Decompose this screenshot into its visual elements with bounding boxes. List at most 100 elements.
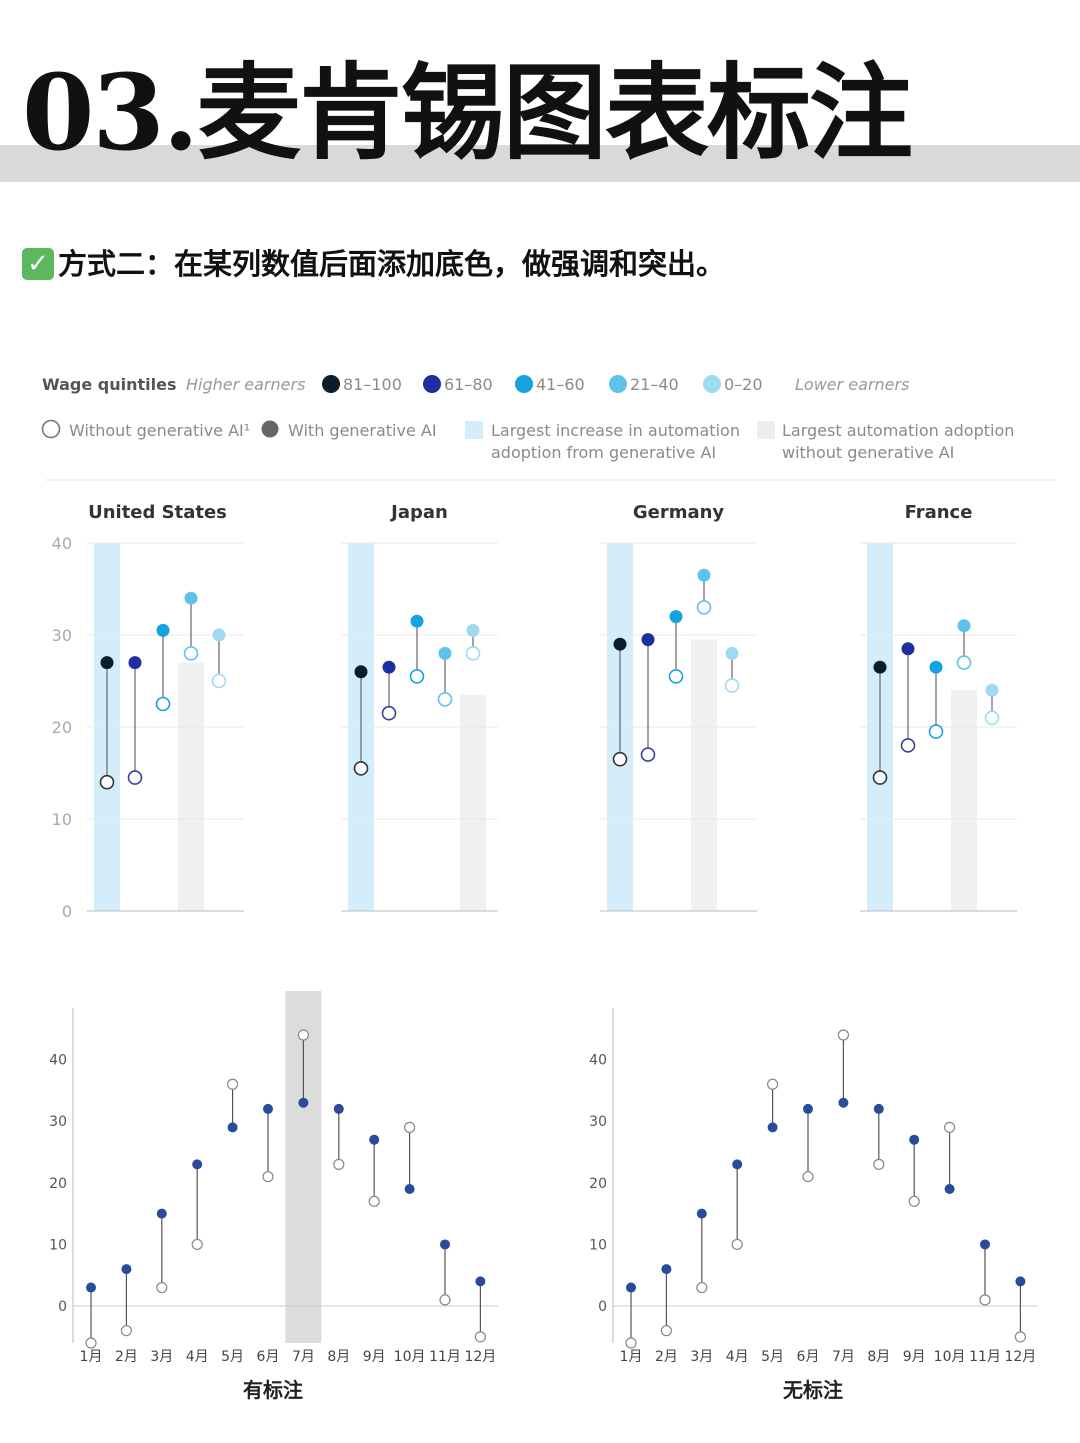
panel-title: Germany — [633, 502, 725, 523]
with-ai-point — [382, 660, 396, 674]
filled-point — [369, 1134, 380, 1145]
legend-open-circle-icon — [41, 419, 61, 439]
filled-point — [732, 1159, 743, 1170]
x-tick-label: 12月 — [1004, 1349, 1036, 1365]
legend-grey-band-line1: Largest automation adoption — [782, 421, 1014, 440]
with-ai-point — [212, 628, 226, 642]
legend-quintile-dot — [322, 375, 340, 393]
x-tick-label: 10月 — [934, 1349, 966, 1365]
with-ai-point — [184, 591, 198, 605]
legend-quintile-dot — [423, 375, 441, 393]
x-tick-label: 10月 — [394, 1349, 426, 1365]
open-point — [368, 1195, 380, 1207]
legend-quintile-label: 0–20 — [724, 375, 763, 394]
legend-quintile-label: 41–60 — [536, 375, 585, 394]
x-tick-label: 1月 — [620, 1349, 643, 1365]
x-tick-label: 9月 — [903, 1349, 926, 1365]
page-subtitle: ✓ 方式二：在某列数值后面添加底色，做强调和突出。 — [22, 242, 725, 286]
open-point — [625, 1337, 637, 1349]
title-highlight-band — [0, 145, 1080, 182]
without-ai-point — [984, 710, 1000, 726]
legend-lower-earners: Lower earners — [795, 375, 909, 394]
filled-point — [475, 1276, 486, 1287]
open-point — [156, 1281, 168, 1294]
x-tick-label: 3月 — [150, 1349, 173, 1365]
without-ai-point — [724, 678, 740, 693]
x-tick-label: 2月 — [655, 1349, 678, 1365]
filled-point — [696, 1208, 707, 1219]
y-tick-label: 40 — [52, 534, 72, 553]
legend-grey-band-swatch — [757, 421, 775, 439]
y-tick-label: 30 — [49, 1114, 67, 1130]
x-tick-label: 7月 — [292, 1349, 315, 1365]
filled-point — [86, 1282, 96, 1293]
open-point — [731, 1238, 743, 1251]
chart-caption: 有标注 — [243, 1378, 303, 1402]
legend-blue-band-line1: Largest increase in automation — [491, 421, 740, 440]
open-point — [404, 1121, 416, 1134]
without-ai-point — [99, 774, 115, 790]
y-tick-label: 10 — [589, 1237, 607, 1253]
x-tick-label: 12月 — [464, 1349, 496, 1365]
filled-point — [980, 1239, 990, 1250]
legend-quintile-label: 81–100 — [343, 375, 402, 394]
x-tick-label: 5月 — [761, 1349, 784, 1365]
open-point — [85, 1337, 97, 1349]
open-point — [333, 1158, 345, 1170]
filled-point — [404, 1184, 415, 1194]
legend-higher-earners: Higher earners — [186, 375, 305, 394]
open-point — [262, 1171, 274, 1183]
open-point — [227, 1078, 239, 1090]
with-ai-point — [985, 683, 999, 697]
open-point — [696, 1281, 708, 1294]
filled-point — [121, 1264, 132, 1275]
filled-point — [263, 1103, 273, 1114]
legend-quintile-label: 21–40 — [630, 375, 679, 394]
filled-point — [626, 1282, 636, 1293]
open-point — [191, 1238, 203, 1251]
with-ai-point — [957, 619, 971, 633]
open-point — [439, 1294, 451, 1306]
with-ai-point — [438, 646, 452, 660]
without-ai-point — [127, 770, 143, 785]
x-tick-label: 7月 — [832, 1349, 855, 1365]
y-tick-label: 20 — [49, 1176, 67, 1192]
legend-grey-band-line2: without generative AI — [782, 443, 954, 462]
open-point — [837, 1029, 850, 1041]
without-ai-point — [465, 646, 481, 661]
y-tick-label: 0 — [598, 1299, 607, 1315]
with-ai-point — [641, 633, 655, 647]
filled-point — [767, 1122, 778, 1133]
open-point — [660, 1325, 673, 1337]
open-point — [873, 1158, 885, 1170]
without-ai-point — [872, 770, 888, 785]
open-point — [766, 1078, 779, 1090]
without-ai-point — [696, 600, 712, 615]
x-tick-label: 8月 — [327, 1349, 350, 1365]
without-ai-point — [353, 761, 369, 776]
open-point — [120, 1325, 133, 1337]
y-tick-label: 0 — [62, 902, 72, 921]
grey-highlight-band — [178, 662, 204, 911]
filled-point — [909, 1134, 920, 1145]
filled-point — [661, 1264, 672, 1275]
with-ai-point — [873, 660, 887, 674]
y-tick-label: 30 — [589, 1114, 607, 1130]
x-tick-label: 3月 — [690, 1349, 713, 1365]
grey-highlight-band — [691, 639, 717, 911]
grey-highlight-band — [460, 694, 486, 911]
grey-highlight-band — [951, 690, 977, 911]
x-tick-label: 6月 — [797, 1349, 820, 1365]
filled-point — [838, 1097, 849, 1108]
open-point — [908, 1195, 920, 1207]
legend-blue-band-swatch — [465, 421, 483, 439]
open-point — [474, 1331, 486, 1343]
open-point — [297, 1029, 309, 1041]
panel-title: Japan — [389, 502, 448, 523]
legend-quintile-label: 61–80 — [444, 375, 493, 394]
y-tick-label: 20 — [52, 718, 72, 737]
without-ai-point — [381, 705, 397, 721]
legend-blue-band-line2: adoption from generative AI — [491, 443, 716, 462]
panel-title: France — [905, 502, 973, 523]
